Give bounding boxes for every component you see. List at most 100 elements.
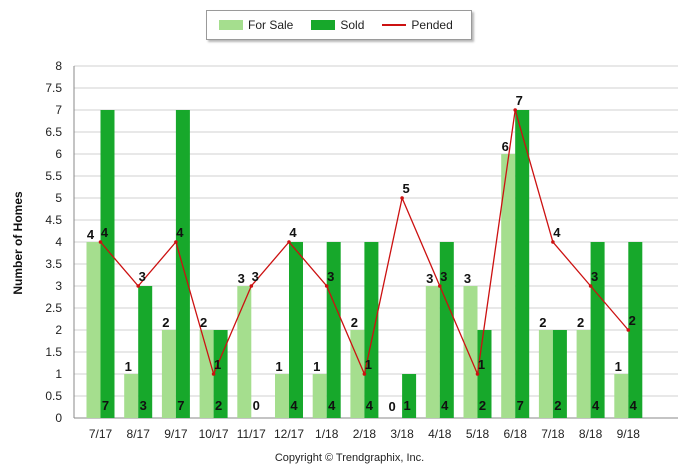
sold-bar	[402, 374, 417, 418]
copyright-text: Copyright © Trendgraphix, Inc.	[274, 452, 425, 464]
y-tick-label: 3.5	[45, 257, 62, 271]
sold-bar	[175, 110, 190, 418]
for-sale-swatch	[219, 20, 243, 30]
y-tick-label: 6.5	[45, 125, 62, 139]
for-sale-bar	[275, 374, 289, 418]
pended-value-label: 2	[629, 313, 636, 328]
sold-bar	[289, 242, 303, 418]
pended-value-label: 4	[289, 225, 297, 240]
y-tick-label: 3	[55, 279, 62, 293]
for-sale-value-label: 2	[162, 315, 169, 330]
x-axis-ticks: 7/17 8/17 9/17 10/17 11/17 12/17 1/18 2/18 3/18 4…	[89, 427, 640, 441]
pended-value-label: 7	[516, 93, 523, 108]
sold-value-label: 0	[253, 398, 260, 413]
for-sale-bar	[501, 154, 516, 418]
pended-point	[136, 284, 140, 288]
y-tick-label: 7.5	[45, 81, 62, 95]
x-tick-label: 9/18	[617, 427, 641, 441]
x-tick-label: 9/17	[164, 427, 188, 441]
pended-point	[513, 108, 517, 112]
sold-bar	[364, 242, 379, 418]
sold-value-label: 4	[441, 398, 449, 413]
legend: For Sale Sold Pended	[206, 10, 472, 40]
y-tick-label: 4.5	[45, 213, 62, 227]
for-sale-bar	[425, 286, 440, 418]
legend-label-for-sale: For Sale	[248, 18, 294, 32]
for-sale-bar	[161, 330, 176, 418]
sold-value-label: 4	[630, 398, 638, 413]
for-sale-value-label: 3	[238, 271, 245, 286]
for-sale-bar	[124, 374, 139, 418]
for-sale-bar	[199, 330, 214, 418]
for-sale-value-label: 6	[502, 139, 509, 154]
pended-point	[475, 372, 480, 376]
for-sale-bar	[576, 330, 591, 418]
y-tick-label: 6	[55, 147, 62, 161]
y-tick-label: 4	[55, 235, 62, 249]
sold-value-label: 4	[366, 398, 374, 413]
for-sale-bar	[463, 286, 478, 418]
sold-bar	[590, 242, 605, 418]
for-sale-value-label: 2	[577, 315, 584, 330]
pended-value-label: 4	[101, 225, 109, 240]
x-tick-label: 12/17	[274, 427, 304, 441]
pended-value-label: 4	[176, 225, 184, 240]
pended-value-label: 1	[214, 357, 221, 372]
bars	[86, 110, 643, 418]
for-sale-bar	[312, 374, 327, 418]
sold-bar	[515, 110, 530, 418]
for-sale-value-label: 2	[200, 315, 207, 330]
y-axis-label: Number of Homes	[11, 191, 25, 295]
for-sale-value-label: 0	[388, 399, 395, 414]
sold-bar	[100, 110, 115, 418]
x-tick-label: 11/17	[237, 427, 266, 441]
x-tick-label: 6/18	[504, 427, 528, 441]
pended-point	[211, 372, 216, 376]
for-sale-value-label: 3	[464, 271, 471, 286]
sold-value-label: 1	[403, 398, 410, 413]
x-tick-label: 7/18	[541, 427, 565, 441]
for-sale-bar	[86, 242, 101, 418]
for-sale-value-label: 2	[351, 315, 358, 330]
pended-value-label: 5	[402, 181, 409, 196]
pended-value-label: 3	[440, 269, 447, 284]
legend-label-sold: Sold	[340, 18, 365, 32]
pended-value-label: 3	[139, 269, 146, 284]
for-sale-bar	[350, 330, 365, 418]
for-sale-value-label: 1	[275, 359, 282, 374]
for-sale-value-label: 3	[426, 271, 433, 286]
grid-lines	[73, 65, 678, 419]
x-tick-label: 8/17	[127, 427, 151, 441]
pended-value-label: 1	[478, 357, 485, 372]
for-sale-bar	[237, 286, 252, 418]
x-tick-label: 10/17	[199, 427, 229, 441]
x-tick-label: 4/18	[428, 427, 452, 441]
pended-point	[588, 284, 593, 288]
pended-point	[362, 372, 367, 376]
pended-swatch	[382, 24, 407, 26]
pended-point	[287, 240, 291, 244]
x-tick-label: 5/18	[466, 427, 490, 441]
sold-bar	[326, 242, 341, 418]
sold-value-label: 4	[592, 398, 600, 413]
legend-label-pended: Pended	[411, 18, 453, 32]
legend-item-for-sale: For Sale	[219, 18, 293, 32]
sold-value-label: 2	[479, 398, 486, 413]
y-tick-label: 1	[55, 367, 62, 381]
legend-item-pended: Pended	[382, 18, 453, 32]
pended-point	[551, 240, 555, 244]
sold-bar	[439, 242, 454, 418]
pended-point	[249, 284, 254, 288]
y-tick-label: 2.5	[45, 301, 62, 315]
sold-value-label: 4	[328, 398, 336, 413]
sold-swatch	[311, 20, 336, 30]
sold-bar	[213, 330, 228, 418]
pended-point	[98, 240, 103, 244]
sold-value-label: 7	[177, 398, 184, 413]
for-sale-bar	[614, 374, 629, 418]
x-tick-label: 3/18	[390, 427, 414, 441]
sold-bar	[552, 330, 567, 418]
pended-point	[438, 284, 442, 288]
pended-value-label: 1	[365, 357, 372, 372]
